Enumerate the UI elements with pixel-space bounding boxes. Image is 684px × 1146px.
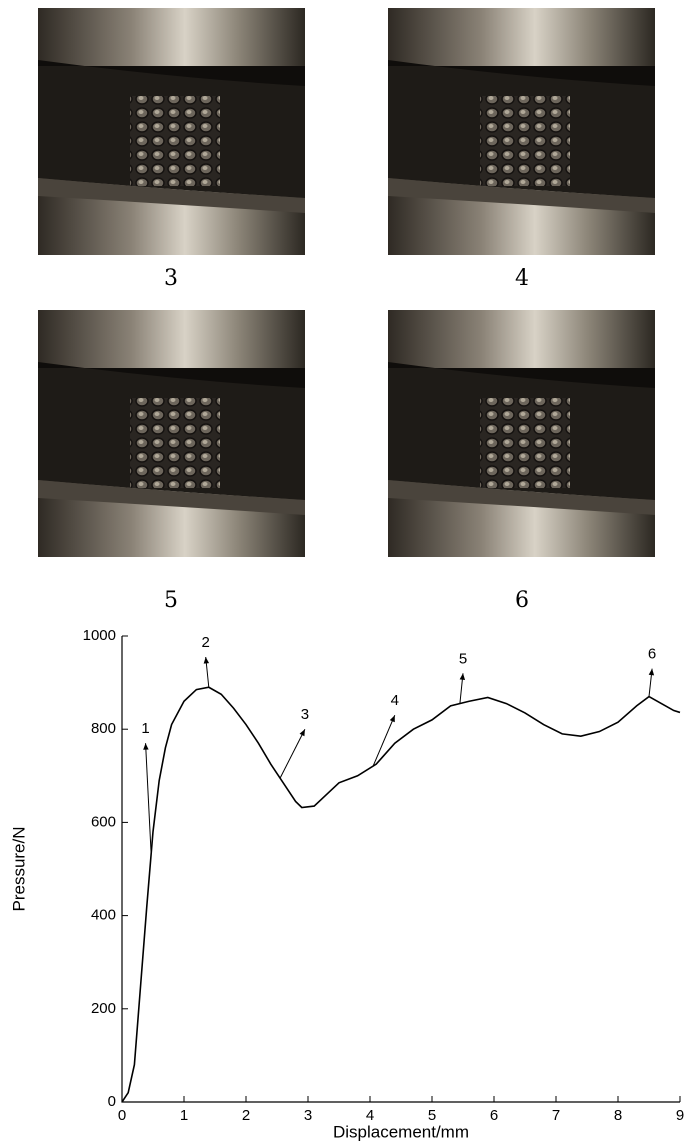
photo-panel [388,8,655,255]
annotation-label: 4 [391,692,399,709]
annotation-label: 5 [459,650,467,667]
x-tick-label: 0 [118,1107,126,1124]
y-tick-label: 400 [91,907,116,924]
annotation-arrow [372,715,396,767]
photo-panel [38,310,305,557]
x-tick-label: 2 [242,1107,250,1124]
photo-panel [388,310,655,557]
annotation-arrow [279,728,306,779]
y-tick-label: 1000 [83,627,116,644]
x-tick-label: 7 [552,1107,560,1124]
y-tick-label: 800 [91,720,116,737]
x-tick-label: 8 [614,1107,622,1124]
photo-caption: 4 [515,266,529,291]
axis-frame [121,636,680,1103]
photo-caption: 3 [164,266,178,291]
arrow-head [299,729,305,737]
y-tick-label: 600 [91,813,116,830]
y-tick-label: 200 [91,1000,116,1017]
annotation-label: 3 [301,706,309,723]
annotation-label: 6 [648,646,656,663]
photo-panel [38,8,305,255]
photo-caption: 6 [515,588,529,613]
arrow-head [648,668,655,676]
annotation-label: 1 [141,720,149,737]
x-tick-label: 5 [428,1107,436,1124]
x-tick-label: 1 [180,1107,188,1124]
arrow-head [459,673,466,680]
arrow-head [203,656,210,664]
x-tick-label: 9 [676,1107,684,1124]
photo-caption: 5 [164,588,178,613]
arrow-head [143,743,149,750]
x-axis-title: Displacement/mm [333,1122,469,1141]
y-axis-title: Pressure/N [9,826,28,911]
data-line [121,686,681,1103]
x-tick-label: 4 [366,1107,374,1124]
arrow-head [389,715,395,723]
x-tick-label: 6 [490,1107,498,1124]
annotation-label: 2 [202,634,210,651]
x-tick-label: 3 [304,1107,312,1124]
annotation-arrow [145,743,152,855]
y-tick-label: 0 [108,1093,116,1110]
